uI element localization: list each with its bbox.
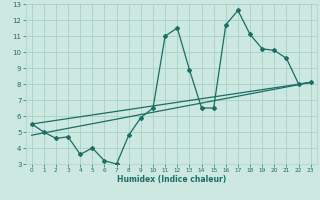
X-axis label: Humidex (Indice chaleur): Humidex (Indice chaleur) [116, 175, 226, 184]
